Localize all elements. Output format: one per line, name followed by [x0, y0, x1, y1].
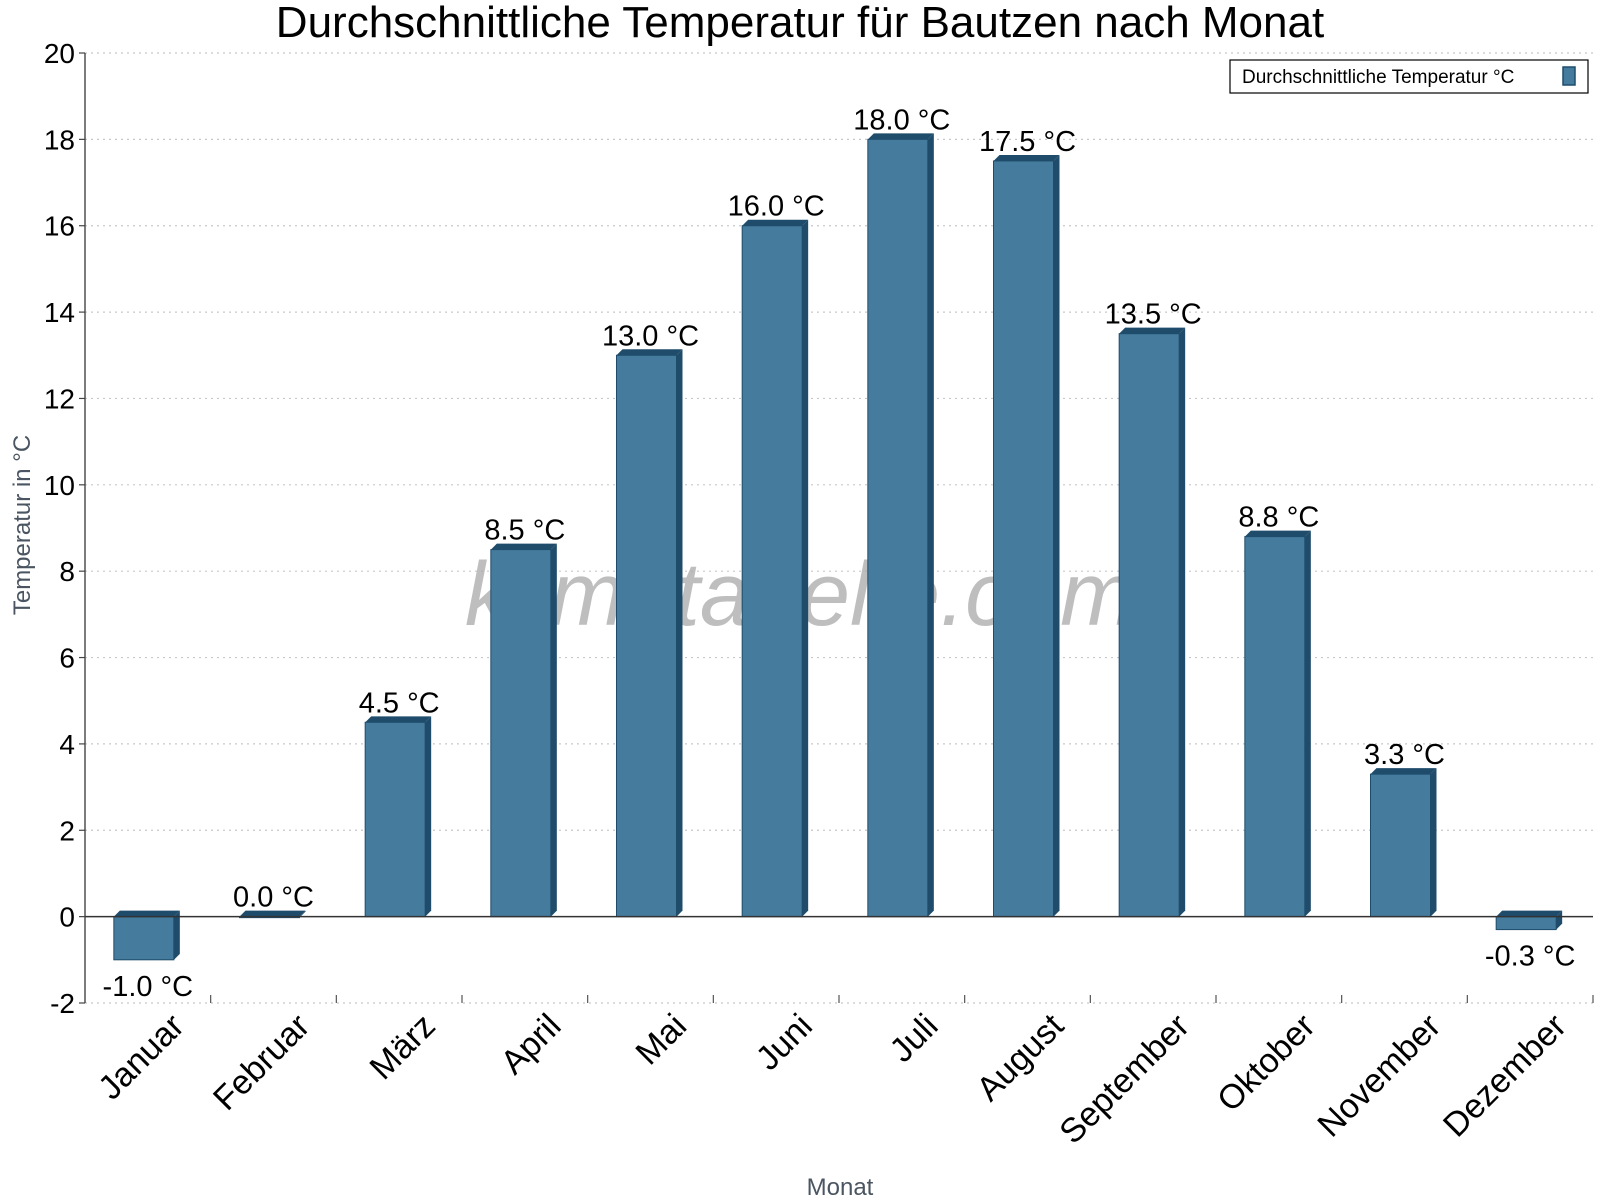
legend-swatch — [1562, 66, 1576, 86]
bar — [364, 721, 426, 918]
bar-top — [867, 133, 934, 140]
y-tick-label: 20 — [44, 38, 75, 69]
data-label: 17.5 °C — [979, 126, 1076, 158]
bar — [616, 354, 677, 918]
x-tick-label: Januar — [91, 1007, 191, 1107]
chart-title: Durchschnittliche Temperatur für Bautzen… — [275, 0, 1325, 47]
y-tick-label: 4 — [59, 729, 75, 760]
bar-side — [927, 133, 934, 917]
x-tick-label: Juli — [883, 1007, 946, 1070]
bar-side — [1430, 768, 1437, 917]
axes — [79, 52, 1594, 1004]
y-tick-label: 18 — [44, 124, 75, 155]
data-label: 13.5 °C — [1105, 299, 1202, 331]
bars — [113, 133, 1563, 961]
legend-box — [1229, 59, 1589, 94]
bar-top — [1370, 768, 1437, 775]
y-tick-label: 0 — [59, 902, 75, 933]
x-tick-label: März — [363, 1007, 443, 1087]
y-tick-label: 10 — [44, 470, 75, 501]
data-label: 8.8 °C — [1238, 502, 1319, 534]
bar-top — [616, 349, 683, 356]
bar-side — [1179, 327, 1186, 917]
x-axis-title: Monat — [807, 1174, 874, 1200]
x-tick-label: August — [969, 1006, 1071, 1108]
bar-side — [1556, 910, 1563, 930]
data-labels: -1.0 °C 0.0 °C 4.5 °C 8.5 °C 13.0 °C 16.0 °C 1… — [103, 104, 1576, 1002]
data-label: 4.5 °C — [359, 687, 440, 719]
data-label: -0.3 °C — [1485, 941, 1576, 973]
bar-top — [239, 910, 306, 917]
y-tick-label: 2 — [59, 815, 75, 846]
bar — [741, 225, 803, 918]
bar — [867, 138, 929, 918]
bar-side — [1053, 154, 1060, 917]
bar-top — [1244, 530, 1311, 537]
x-tick-label: September — [1052, 1007, 1196, 1151]
bar-side — [425, 716, 432, 917]
bar-top — [365, 716, 432, 723]
x-tick-label: Mai — [629, 1007, 695, 1073]
bar-side — [299, 910, 306, 918]
bar — [1118, 333, 1180, 918]
y-axis-title: Temperatur in °C — [9, 435, 36, 615]
x-tick-label: Oktober — [1210, 1007, 1322, 1119]
y-tick-label: 16 — [44, 211, 75, 242]
bar-top — [1119, 327, 1186, 334]
bar-side — [173, 910, 180, 960]
bar — [1370, 773, 1431, 918]
data-label: -1.0 °C — [103, 971, 194, 1003]
bar — [993, 160, 1054, 918]
legend-label: Durchschnittliche Temperatur °C — [1242, 67, 1514, 88]
data-label: 8.5 °C — [484, 515, 565, 547]
bar-side — [550, 543, 557, 917]
y-tick-label: 14 — [44, 297, 75, 328]
bar-top — [1496, 910, 1563, 917]
bar-side — [1304, 530, 1311, 917]
x-tick-label: November — [1310, 1007, 1448, 1145]
bar — [1244, 536, 1306, 918]
bar — [1495, 916, 1557, 931]
x-tick-label: Dezember — [1436, 1007, 1574, 1145]
x-tick-label: April — [494, 1007, 569, 1082]
legend: Durchschnittliche Temperatur °C — [1229, 59, 1589, 94]
data-label: 18.0 °C — [853, 104, 950, 136]
bar-top — [993, 154, 1060, 161]
y-tick-label: 6 — [59, 643, 75, 674]
bar-top — [490, 543, 557, 550]
bar — [113, 916, 175, 961]
grid-lines — [85, 52, 1593, 1004]
y-tick-label: 12 — [44, 383, 75, 414]
data-label: 3.3 °C — [1364, 739, 1445, 771]
x-tick-label: Februar — [206, 1007, 317, 1118]
bar-side — [676, 349, 683, 917]
y-tick-label: -2 — [50, 988, 75, 1019]
y-tick-label: 8 — [59, 556, 75, 587]
data-label: 0.0 °C — [233, 882, 314, 914]
data-label: 16.0 °C — [728, 191, 825, 223]
bar-top — [113, 910, 180, 917]
x-tick-label: Juni — [749, 1007, 820, 1078]
bar-top — [742, 219, 809, 226]
bar-side — [802, 219, 809, 917]
bar — [490, 549, 552, 918]
data-label: 13.0 °C — [602, 320, 699, 352]
